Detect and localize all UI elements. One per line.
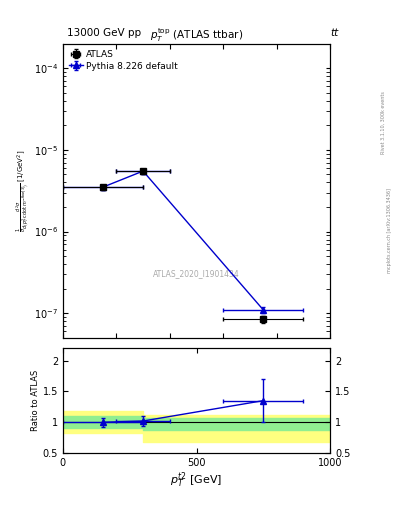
Text: ATLAS_2020_I1901434: ATLAS_2020_I1901434 xyxy=(153,269,240,278)
Text: mcplots.cern.ch [arXiv:1306.3436]: mcplots.cern.ch [arXiv:1306.3436] xyxy=(387,188,391,273)
Text: 13000 GeV pp: 13000 GeV pp xyxy=(67,28,141,38)
Legend: ATLAS, Pythia 8.226 default: ATLAS, Pythia 8.226 default xyxy=(67,48,180,72)
Y-axis label: Ratio to ATLAS: Ratio to ATLAS xyxy=(31,370,40,431)
X-axis label: $p_T^{t2}$ [GeV]: $p_T^{t2}$ [GeV] xyxy=(170,471,223,490)
Y-axis label: $\frac{1}{\sigma}\frac{d^2\sigma}{d\!\left(p_T^2\,\mathrm{cdot}\,m^{-\mathrm{fba: $\frac{1}{\sigma}\frac{d^2\sigma}{d\!\le… xyxy=(15,150,33,232)
Text: Rivet 3.1.10, 300k events: Rivet 3.1.10, 300k events xyxy=(381,92,386,154)
Text: tt: tt xyxy=(330,28,338,38)
Title: $p_T^{\mathrm{top}}$ (ATLAS ttbar): $p_T^{\mathrm{top}}$ (ATLAS ttbar) xyxy=(150,26,243,44)
